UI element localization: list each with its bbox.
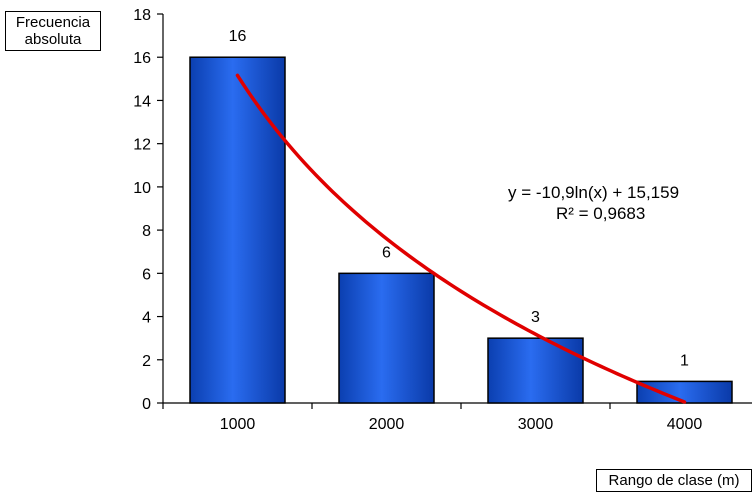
bar-data-label: 1 <box>680 352 689 369</box>
y-axis: 0 2 4 6 8 10 12 14 16 18 <box>133 7 164 413</box>
bar-data-label: 6 <box>382 244 391 261</box>
bar <box>487 337 584 404</box>
y-tick-label: 14 <box>133 93 151 110</box>
x-tick-label: 1000 <box>220 416 256 433</box>
y-tick-label: 18 <box>133 7 151 24</box>
bar <box>189 56 286 404</box>
y-tick-label: 16 <box>133 50 151 67</box>
y-tick-label: 6 <box>142 266 151 283</box>
x-axis: 1000 2000 3000 4000 <box>162 402 752 433</box>
y-tick-label: 0 <box>142 396 151 413</box>
y-tick-label: 12 <box>133 137 151 154</box>
trendline-r2: R² = 0,9683 <box>556 204 646 223</box>
y-tick-label: 4 <box>142 310 151 327</box>
bar <box>338 272 435 404</box>
bars: 16 6 3 1 <box>189 28 733 404</box>
x-tick-label: 4000 <box>667 416 703 433</box>
trendline <box>235 73 687 404</box>
bar-data-label: 3 <box>531 309 540 326</box>
x-tick-label: 2000 <box>369 416 405 433</box>
x-tick-label: 3000 <box>518 416 554 433</box>
bar <box>636 380 733 404</box>
x-axis-title: Rango de clase (m) <box>596 469 752 492</box>
bar-data-label: 16 <box>229 28 247 45</box>
trendline-curve <box>235 73 687 404</box>
trendline-equation: y = -10,9ln(x) + 15,159 <box>508 183 680 202</box>
y-tick-label: 10 <box>133 180 151 197</box>
y-axis-title: Frecuencia absoluta <box>5 11 101 51</box>
y-tick-label: 2 <box>142 353 151 370</box>
y-tick-label: 8 <box>142 223 151 240</box>
